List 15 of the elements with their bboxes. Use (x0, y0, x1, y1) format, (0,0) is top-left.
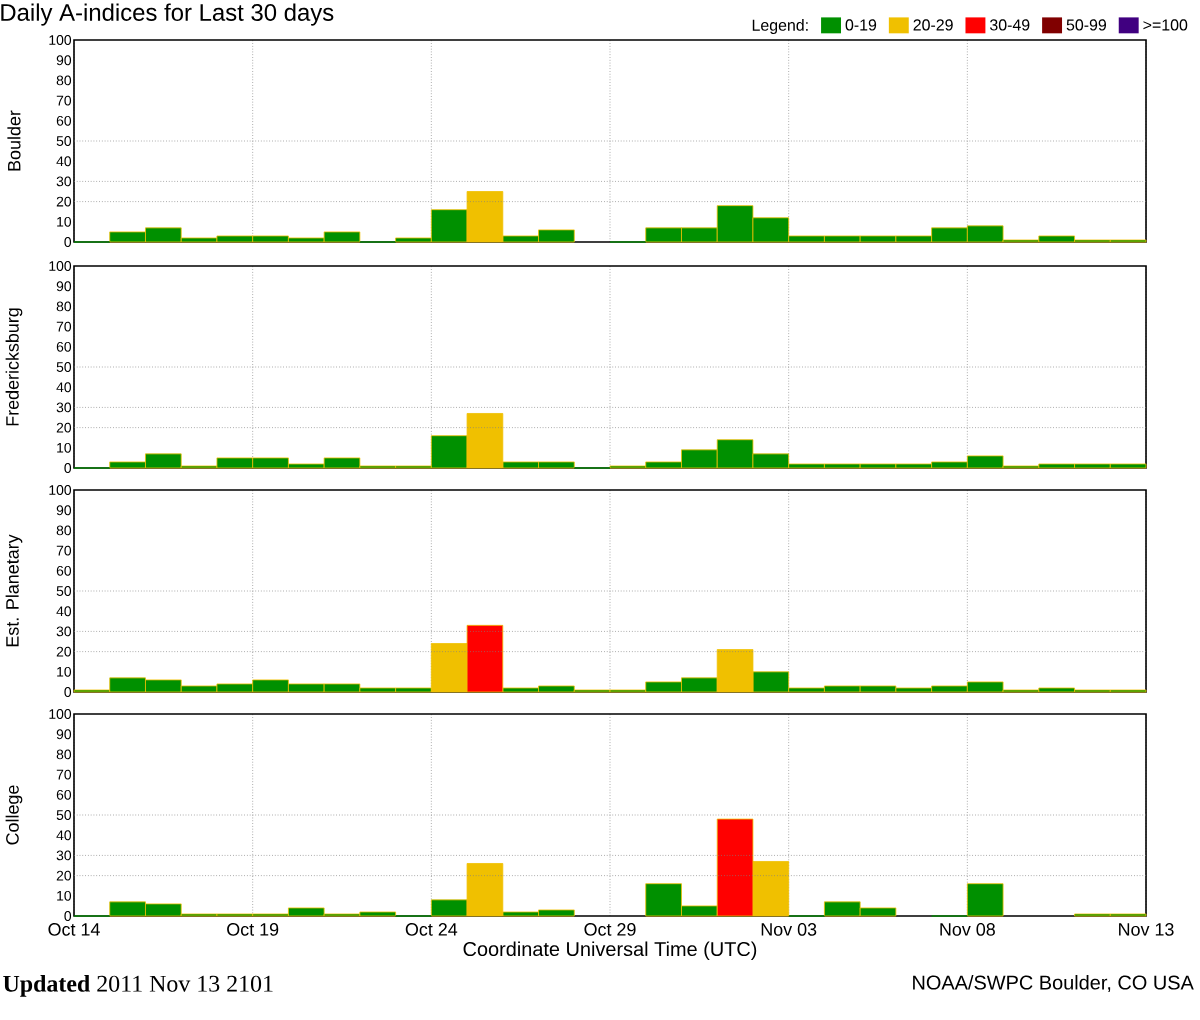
y-axis-title: College (5, 785, 23, 845)
x-tick-label: Nov 08 (940, 923, 995, 936)
x-tick-label: Oct 29 (584, 923, 636, 936)
x-tick-label: Oct 24 (405, 923, 458, 936)
x-tick-label: Nov 13 (1119, 923, 1174, 936)
chart-title: Daily A-indices for Last 30 days (1, 3, 334, 26)
y-axis-title: Boulder (7, 110, 21, 171)
x-tick-label: Oct 19 (227, 923, 279, 936)
y-axis-title: Fredericksburg (5, 308, 23, 426)
y-axis-title: Est. Planetary (5, 534, 23, 647)
x-axis-title: Coordinate Universal Time (UTC) (463, 941, 757, 961)
x-tick-label: Oct 14 (48, 923, 100, 936)
x-tick-label: Nov 03 (761, 923, 817, 936)
text: NOAA/SWPC Boulder, CO USA (913, 974, 1194, 992)
text: Updated 2011 Nov 13 2101 (3, 974, 273, 997)
